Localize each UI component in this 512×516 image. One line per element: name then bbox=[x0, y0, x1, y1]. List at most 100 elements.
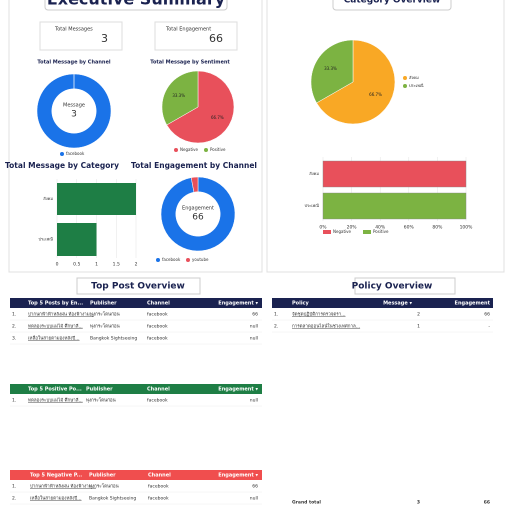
cell: facebook bbox=[147, 312, 168, 318]
cell: 66 bbox=[252, 312, 258, 318]
legend-label: Positive bbox=[373, 229, 389, 234]
kpi-value: 3 bbox=[101, 32, 108, 45]
legend-label: Negative bbox=[180, 147, 198, 152]
cell: facebook bbox=[147, 336, 168, 342]
legend-label: Negative bbox=[333, 229, 351, 234]
cell: facebook bbox=[148, 484, 169, 490]
column-header: Publisher bbox=[90, 301, 117, 307]
x-tick-label: 1 bbox=[95, 262, 98, 268]
cell: Bangkok Sightseeing bbox=[90, 336, 137, 342]
title: Executive Summary bbox=[47, 0, 226, 9]
y-tick-label: ประเพณี bbox=[304, 203, 319, 208]
x-tick-label: 1.5 bbox=[113, 262, 120, 268]
cell: 2. bbox=[12, 324, 16, 330]
section-title: Top Post Overview bbox=[91, 282, 185, 292]
kpi-card bbox=[39, 21, 123, 51]
cell: - bbox=[488, 325, 490, 330]
bar bbox=[57, 223, 97, 256]
cell: พุ่งกระโดนก่อน bbox=[86, 397, 116, 404]
column-header: Channel bbox=[147, 301, 170, 307]
section-title: Policy Overview bbox=[352, 282, 433, 292]
cell: 66 bbox=[484, 312, 490, 318]
slice bbox=[160, 176, 236, 252]
cell: เหลือในสายตามองหลังปี... bbox=[30, 495, 82, 502]
legend-swatch bbox=[323, 230, 331, 234]
kpi-label: Total Messages bbox=[54, 27, 93, 33]
legend-swatch bbox=[60, 152, 64, 156]
column-header: Message ▾ bbox=[383, 301, 412, 307]
slice bbox=[316, 39, 396, 125]
chart-title: Total Message by Channel bbox=[37, 60, 110, 66]
legend-swatch bbox=[156, 258, 160, 262]
x-tick-label: 0% bbox=[319, 225, 327, 231]
table-header bbox=[10, 384, 262, 394]
cell: facebook bbox=[148, 496, 169, 502]
cell: 66 bbox=[252, 484, 258, 490]
cell: facebook bbox=[147, 324, 168, 330]
cell: 2. bbox=[12, 496, 16, 502]
kpi-card bbox=[154, 21, 238, 51]
cell: ปากนกฟ้าฟ้าหลังฝน ท้องฟ้างาม... bbox=[30, 484, 96, 490]
value-label: 66.7% bbox=[211, 115, 224, 120]
cell: การตลาดออนไลน์ในช่วงเทศกาล... bbox=[292, 323, 360, 330]
center-value: 66 bbox=[192, 213, 204, 223]
column-header: Policy bbox=[292, 301, 309, 307]
column-header: Engagement ▾ bbox=[218, 473, 258, 479]
section-box bbox=[76, 277, 201, 295]
legend-swatch bbox=[403, 76, 407, 80]
cell: 2. bbox=[274, 324, 278, 330]
column-header: Top 5 Negative P... bbox=[30, 473, 82, 479]
column-header: Top 5 Posts by En... bbox=[28, 301, 83, 307]
cell: พุ่งกระโดนก่อน bbox=[90, 311, 120, 318]
legend-label: facebook bbox=[162, 257, 181, 262]
cell: null bbox=[250, 398, 258, 404]
kpi-label: Total Engagement bbox=[165, 27, 211, 33]
legend-swatch bbox=[204, 148, 208, 152]
legend-swatch bbox=[363, 230, 371, 234]
cell: ปากนกฟ้าฟ้าหลังฝน ท้องฟ้างาม... bbox=[28, 312, 94, 318]
legend-swatch bbox=[186, 258, 190, 262]
center-value: 3 bbox=[71, 110, 77, 120]
slice bbox=[166, 70, 235, 144]
cell: null bbox=[250, 324, 258, 330]
legend-label: Positive bbox=[210, 147, 226, 152]
legend-swatch bbox=[174, 148, 178, 152]
legend-label: ประเพณี bbox=[409, 83, 424, 88]
table-header bbox=[10, 298, 262, 308]
cell: null bbox=[250, 336, 258, 342]
x-tick-label: 20% bbox=[347, 225, 358, 231]
cell: ทดลองระบบแม่ไม้ ศึกษาลี... bbox=[28, 398, 83, 404]
x-tick-label: 0.5 bbox=[73, 262, 80, 268]
x-tick-label: 60% bbox=[404, 225, 415, 231]
chart-title: Total Message by Sentiment bbox=[150, 60, 230, 66]
kpi-value: 66 bbox=[209, 32, 223, 45]
y-tick-label: สังคม bbox=[309, 171, 319, 176]
total-cell: 66 bbox=[484, 500, 490, 506]
x-tick-label: 80% bbox=[432, 225, 443, 231]
center-label: Engagement bbox=[182, 206, 214, 212]
value-label: 33.3% bbox=[172, 93, 185, 98]
cell: พุ่งกระโดนก่อน bbox=[90, 323, 120, 330]
table-header bbox=[10, 470, 262, 480]
cell: 1. bbox=[12, 484, 16, 490]
legend-label: สังคม bbox=[409, 75, 419, 80]
total-cell: 3 bbox=[417, 500, 420, 506]
center-label: Message bbox=[63, 103, 85, 109]
x-tick-label: 2 bbox=[135, 262, 138, 268]
value-label: 66.7% bbox=[369, 92, 382, 97]
column-header: Publisher bbox=[86, 387, 113, 393]
category-panel bbox=[266, 0, 505, 273]
chart-title: Category Overview bbox=[344, 0, 441, 6]
cell: จัดชุดปฏิบัติการตรวจตรา... bbox=[292, 312, 346, 318]
cell: เหลือในสายตามองหลังปี... bbox=[28, 335, 80, 342]
column-header: Channel bbox=[148, 473, 171, 479]
x-tick-label: 40% bbox=[375, 225, 386, 231]
cell: 1. bbox=[12, 398, 16, 404]
cell: 3. bbox=[12, 336, 16, 342]
slice bbox=[310, 39, 354, 104]
cell: 1. bbox=[12, 312, 16, 318]
column-header: Engagement bbox=[455, 301, 491, 307]
cell: facebook bbox=[147, 398, 168, 404]
chart-title: Total Engagement by Channel bbox=[131, 161, 257, 170]
